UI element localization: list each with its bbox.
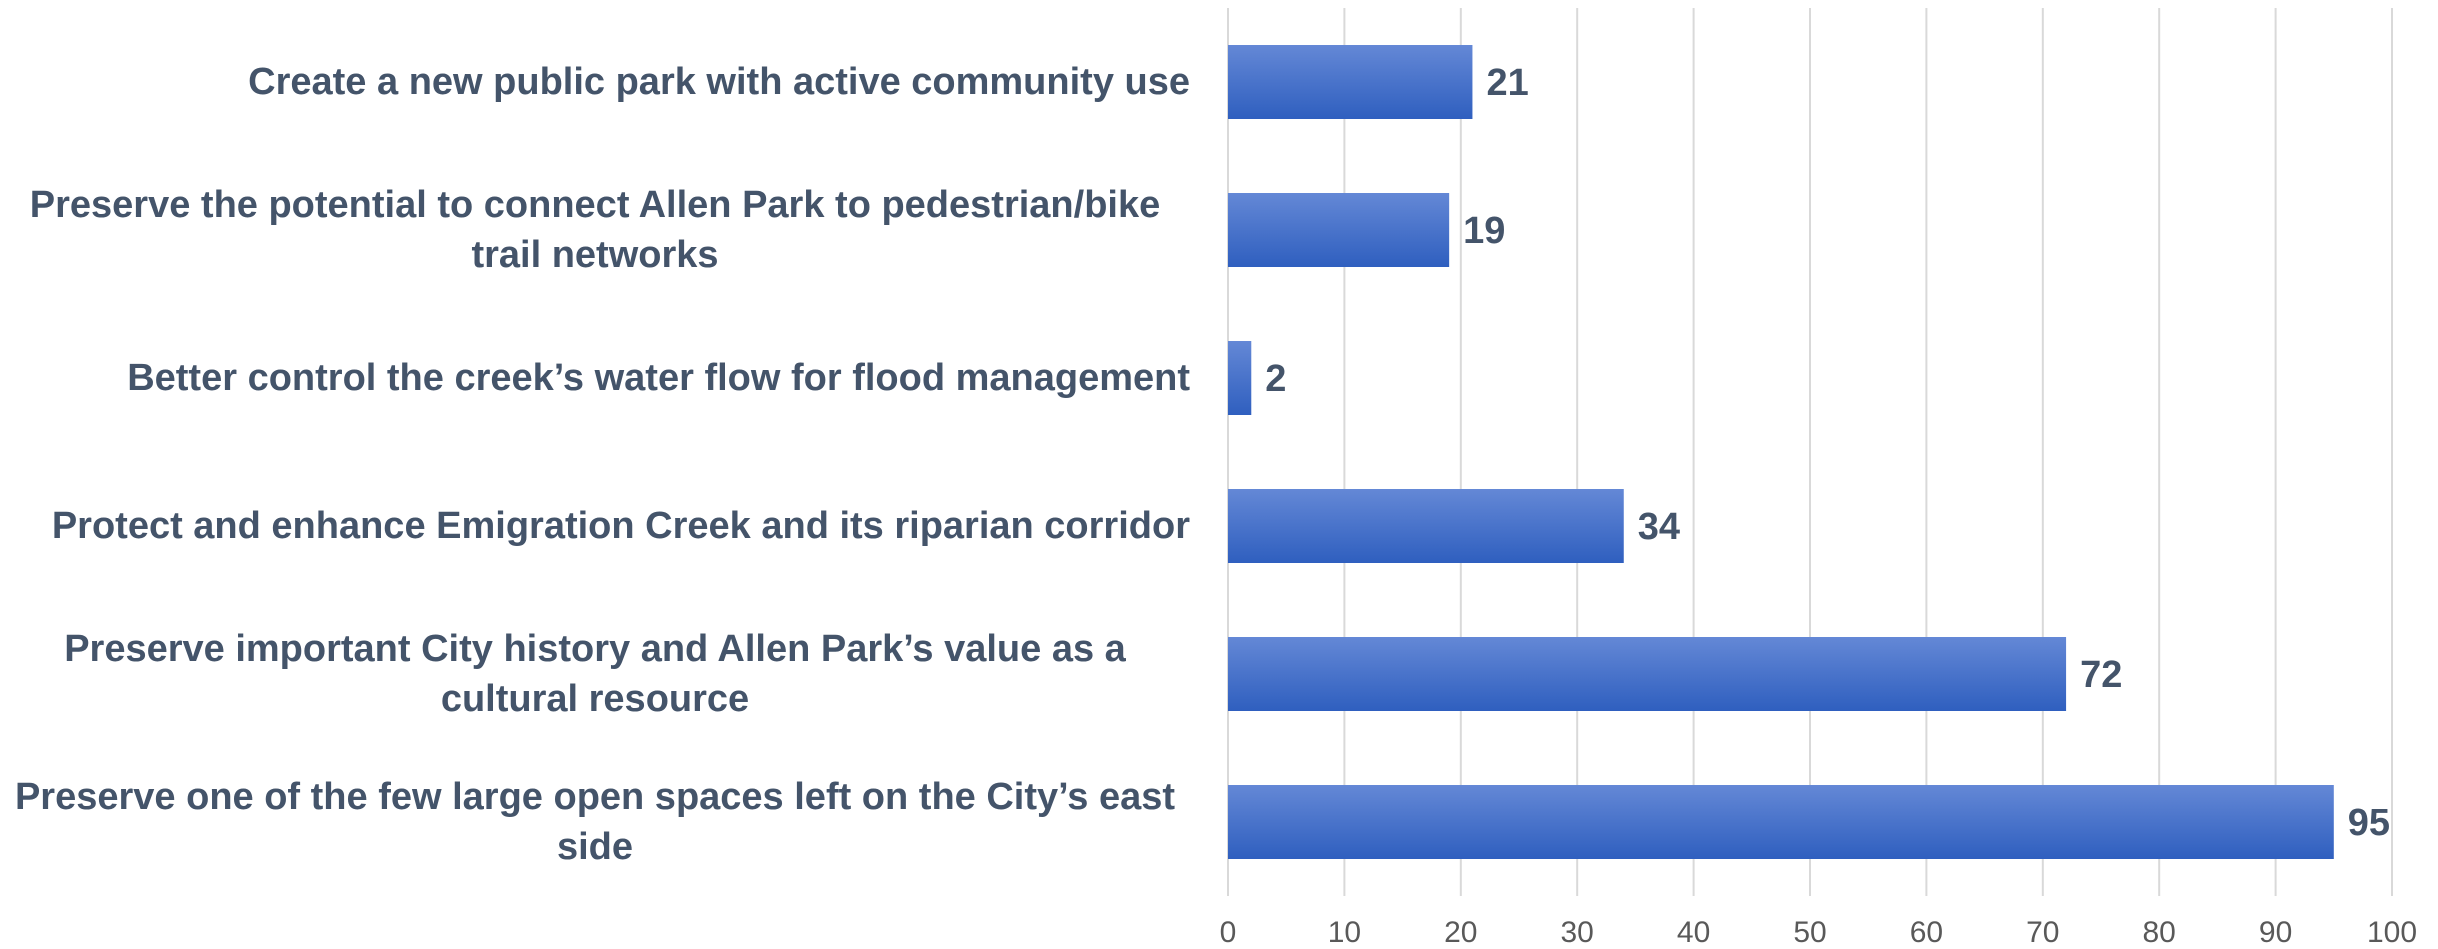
category-label: Create a new public park with active com… (0, 22, 1190, 142)
category-label: Preserve important City history and Alle… (0, 614, 1190, 734)
x-tick-label: 80 (2143, 916, 2176, 949)
category-label-text: Create a new public park with active com… (248, 61, 1190, 103)
gridlines (1227, 8, 2393, 896)
x-tick-label: 60 (1910, 916, 1943, 949)
x-tick-label: 40 (1677, 916, 1710, 949)
bars (1228, 45, 2334, 859)
bar-value-label: 95 (2348, 802, 2390, 844)
x-tick-label: 50 (1793, 916, 1826, 949)
x-axis-ticks: 0 10 20 30 40 50 60 70 80 90 100 (1220, 916, 2417, 949)
category-label-text: Better control the creek’s water flow fo… (127, 357, 1190, 399)
bar-value-label: 21 (1486, 62, 1528, 104)
x-tick-label: 100 (2367, 916, 2417, 949)
bar (1228, 637, 2067, 711)
category-label-text: Preserve important City history and Alle… (64, 628, 1126, 720)
x-tick-label: 10 (1328, 916, 1361, 949)
x-tick-label: 0 (1220, 916, 1237, 949)
x-tick-label: 30 (1561, 916, 1594, 949)
category-label-text: Preserve one of the few large open space… (14, 776, 1176, 868)
bar (1228, 785, 2334, 859)
bar (1228, 193, 1450, 267)
x-tick-label: 70 (2026, 916, 2059, 949)
category-label: Better control the creek’s water flow fo… (0, 318, 1190, 438)
bar (1228, 341, 1252, 415)
bar (1228, 45, 1473, 119)
category-label: Protect and enhance Emigration Creek and… (0, 466, 1190, 586)
bar (1228, 489, 1624, 563)
bar-value-label: 19 (1463, 210, 1505, 252)
x-tick-label: 90 (2259, 916, 2292, 949)
bar-value-label: 72 (2080, 654, 2122, 696)
category-label-text: Preserve the potential to connect Allen … (29, 184, 1161, 276)
x-tick-label: 20 (1444, 916, 1477, 949)
bar-value-label: 34 (1638, 506, 1680, 548)
category-label-text: Protect and enhance Emigration Creek and… (51, 505, 1190, 547)
category-label: Preserve one of the few large open space… (0, 762, 1190, 882)
bar-value-label: 2 (1265, 358, 1286, 400)
value-labels: 21 19 2 34 72 95 (1265, 62, 2390, 844)
category-label: Preserve the potential to connect Allen … (0, 170, 1190, 290)
